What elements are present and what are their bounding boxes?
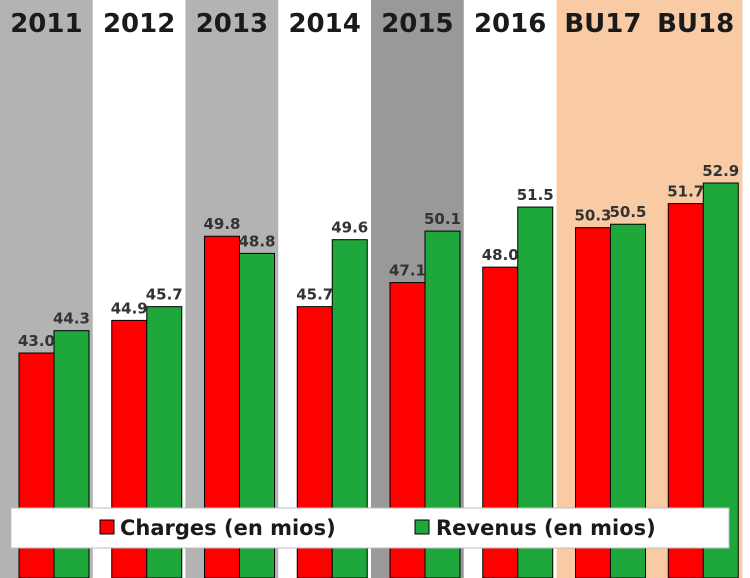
value-labels: 43.0 44.9 49.8 45.7 47.1 48.0 50.3 51.7 44.3 45.7… [18, 162, 739, 350]
value-label-charges-bu17: 50.3 [574, 207, 611, 225]
period-label-2012: 2012 [103, 9, 175, 39]
value-label-revenus-2012: 45.7 [146, 286, 183, 304]
value-label-revenus-2013: 48.8 [238, 232, 275, 250]
period-label-2016: 2016 [474, 9, 546, 39]
period-label-2011: 2011 [10, 9, 82, 39]
value-label-charges-2016: 48.0 [482, 246, 519, 264]
legend-box [10, 507, 730, 549]
period-label-2015: 2015 [381, 9, 453, 39]
value-label-revenus-bu17: 50.5 [609, 203, 646, 221]
value-label-charges-2012: 44.9 [111, 299, 148, 317]
value-label-charges-bu18: 51.7 [667, 183, 704, 201]
legend: Charges (en mios) Revenus (en mios) [10, 507, 730, 549]
value-label-charges-2013: 49.8 [203, 215, 240, 233]
legend-label-charges: Charges (en mios) [120, 516, 336, 540]
value-label-revenus-2014: 49.6 [331, 219, 368, 237]
value-label-charges-2011: 43.0 [18, 332, 55, 350]
value-label-charges-2014: 45.7 [296, 286, 333, 304]
period-label-2014: 2014 [288, 9, 360, 39]
value-label-revenus-2011: 44.3 [53, 310, 90, 328]
value-label-revenus-bu18: 52.9 [702, 162, 739, 180]
value-label-revenus-2015: 50.1 [424, 210, 461, 228]
legend-swatch-charges [99, 519, 115, 535]
period-labels: 2011 2012 2013 2014 2015 2016 BU17 BU18 [10, 9, 734, 39]
period-label-2013: 2013 [196, 9, 268, 39]
legend-label-revenus: Revenus (en mios) [436, 516, 656, 540]
value-label-revenus-2016: 51.5 [517, 186, 554, 204]
value-label-charges-2015: 47.1 [389, 262, 426, 280]
period-label-bu17: BU17 [564, 9, 641, 39]
legend-swatch-revenus [414, 519, 430, 535]
period-label-bu18: BU18 [657, 9, 734, 39]
